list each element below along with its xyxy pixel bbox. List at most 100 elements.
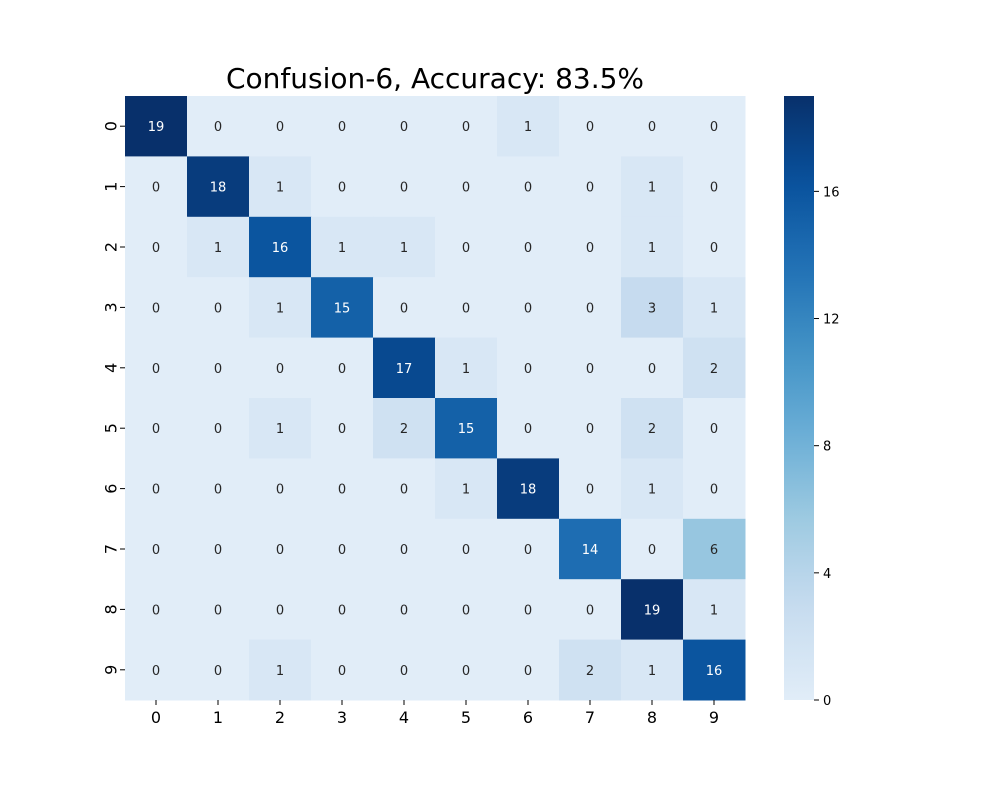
cell-value-label: 1 xyxy=(648,241,656,256)
cell-value-label: 0 xyxy=(524,241,532,256)
cell-value-label: 1 xyxy=(462,483,470,498)
cell-value-label: 15 xyxy=(458,422,475,437)
heatmap-cell-7-9 xyxy=(683,518,746,580)
heatmap-cell-5-6 xyxy=(497,398,560,459)
heatmap-cell-0-5 xyxy=(435,96,498,157)
heatmap-cell-5-1 xyxy=(187,398,250,459)
heatmap-cell-4-3 xyxy=(311,337,374,399)
heatmap-cell-9-2 xyxy=(249,639,312,701)
cell-value-label: 0 xyxy=(338,664,346,679)
heatmap-cell-4-0 xyxy=(125,337,188,399)
cell-value-label: 0 xyxy=(648,543,656,558)
heatmap-cell-7-5 xyxy=(435,518,498,580)
heatmap-cell-5-8 xyxy=(621,398,684,459)
cell-value-label: 0 xyxy=(338,422,346,437)
x-tick-label: 5 xyxy=(461,708,471,727)
heatmap-cell-9-9 xyxy=(683,639,746,701)
cell-value-label: 2 xyxy=(586,664,594,679)
heatmap-cell-1-5 xyxy=(435,156,498,218)
cell-value-label: 0 xyxy=(400,603,408,618)
cell-value-label: 0 xyxy=(462,301,470,316)
cell-value-label: 0 xyxy=(586,362,594,377)
cell-value-label: 19 xyxy=(644,603,661,618)
cell-value-label: 0 xyxy=(338,362,346,377)
heatmap-cell-6-7 xyxy=(559,458,622,520)
heatmap-cell-3-9 xyxy=(683,277,746,339)
cell-value-label: 0 xyxy=(462,603,470,618)
cell-value-label: 0 xyxy=(276,120,284,135)
cell-value-label: 0 xyxy=(214,603,222,618)
heatmap-cell-3-1 xyxy=(187,277,250,339)
cell-value-label: 0 xyxy=(710,422,718,437)
y-tick-label: 9 xyxy=(102,665,121,675)
heatmap-cell-5-2 xyxy=(249,398,312,459)
cell-value-label: 0 xyxy=(214,422,222,437)
heatmap-cell-0-8 xyxy=(621,96,684,157)
cell-value-label: 1 xyxy=(648,181,656,196)
heatmap-cell-7-6 xyxy=(497,518,560,580)
x-tick-label: 4 xyxy=(399,708,409,727)
heatmap-cell-1-1 xyxy=(187,156,250,218)
heatmap-cell-9-1 xyxy=(187,639,250,701)
cell-value-label: 0 xyxy=(152,301,160,316)
cell-value-label: 15 xyxy=(334,301,351,316)
y-axis-ticks: 0 1 2 3 4 5 6 7 8 9 xyxy=(102,121,125,675)
heatmap-cell-2-8 xyxy=(621,216,684,278)
cell-value-label: 0 xyxy=(214,362,222,377)
heatmap-cell-5-0 xyxy=(125,398,188,459)
cell-value-label: 0 xyxy=(400,543,408,558)
heatmap-cell-0-0 xyxy=(125,96,188,157)
cell-value-label: 0 xyxy=(338,181,346,196)
heatmap-cell-9-7 xyxy=(559,639,622,701)
cell-value-label: 0 xyxy=(586,422,594,437)
heatmap-cell-5-9 xyxy=(683,398,746,459)
heatmap-cell-0-1 xyxy=(187,96,250,157)
cell-value-label: 1 xyxy=(276,181,284,196)
heatmap-cell-2-6 xyxy=(497,216,560,278)
heatmap-cell-7-2 xyxy=(249,518,312,580)
cell-value-label: 0 xyxy=(214,664,222,679)
heatmap-cell-8-1 xyxy=(187,579,250,641)
x-tick-label: 3 xyxy=(337,708,347,727)
cell-value-label: 3 xyxy=(648,301,656,316)
cell-value-label: 0 xyxy=(152,181,160,196)
cell-value-label: 0 xyxy=(276,483,284,498)
cell-value-label: 0 xyxy=(152,543,160,558)
heatmap-cell-4-9 xyxy=(683,337,746,399)
colorbar-tick-label: 16 xyxy=(823,185,840,200)
cell-value-label: 0 xyxy=(152,483,160,498)
y-tick-label: 0 xyxy=(102,121,121,131)
heatmap-cell-6-9 xyxy=(683,458,746,520)
cell-value-label: 1 xyxy=(338,241,346,256)
x-axis-ticks: 0 1 2 3 4 5 6 7 8 9 xyxy=(151,700,719,727)
heatmap-cell-3-2 xyxy=(249,277,312,339)
heatmap-cell-8-2 xyxy=(249,579,312,641)
chart-title: Confusion-6, Accuracy: 83.5% xyxy=(226,62,644,95)
cell-value-label: 1 xyxy=(276,422,284,437)
heatmap-cell-0-7 xyxy=(559,96,622,157)
heatmap-cell-1-9 xyxy=(683,156,746,218)
y-tick-label: 1 xyxy=(102,182,121,192)
heatmap-cell-8-5 xyxy=(435,579,498,641)
cell-value-label: 0 xyxy=(648,362,656,377)
cell-value-label: 0 xyxy=(214,483,222,498)
cell-value-label: 1 xyxy=(214,241,222,256)
y-tick-label: 8 xyxy=(102,604,121,614)
heatmap-cell-1-3 xyxy=(311,156,374,218)
heatmap-cell-7-7 xyxy=(559,518,622,580)
heatmap-cell-2-9 xyxy=(683,216,746,278)
cell-value-label: 0 xyxy=(152,362,160,377)
cell-value-label: 1 xyxy=(648,483,656,498)
heatmap-cell-1-7 xyxy=(559,156,622,218)
heatmap-cell-3-6 xyxy=(497,277,560,339)
cell-value-label: 0 xyxy=(338,603,346,618)
y-tick-label: 4 xyxy=(102,363,121,373)
cell-value-label: 0 xyxy=(524,362,532,377)
heatmap-cell-0-3 xyxy=(311,96,374,157)
cell-value-label: 1 xyxy=(276,664,284,679)
cell-value-label: 0 xyxy=(524,664,532,679)
cell-value-label: 0 xyxy=(586,181,594,196)
cell-value-label: 0 xyxy=(400,301,408,316)
cell-value-label: 14 xyxy=(582,543,599,558)
